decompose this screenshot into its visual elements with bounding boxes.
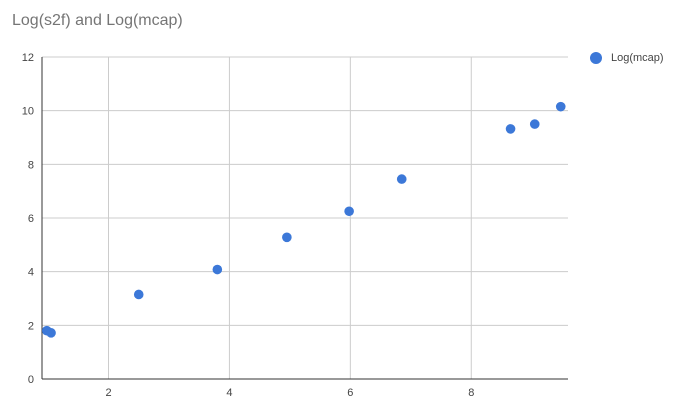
tick-labels: 0 2 4 6 8 10 12 2 4 6 8	[22, 52, 475, 399]
axis-lines	[41, 57, 568, 380]
grid-lines	[42, 56, 568, 379]
x-tick-label: 8	[468, 387, 474, 399]
y-tick-label: 10	[22, 106, 34, 118]
x-tick-label: 6	[347, 387, 353, 399]
data-point	[46, 328, 56, 338]
legend-label: Log(mcap)	[611, 52, 664, 64]
x-tick-label: 2	[105, 387, 111, 399]
data-point	[344, 206, 354, 217]
legend-marker	[590, 52, 602, 64]
data-point	[555, 101, 566, 112]
y-tick-label: 8	[28, 159, 34, 171]
data-point	[529, 119, 540, 129]
data-point	[212, 264, 223, 275]
chart-title: Log(s2f) and Log(mcap)	[12, 12, 183, 29]
x-tick-label: 4	[226, 387, 232, 399]
y-tick-label: 0	[28, 374, 34, 386]
y-tick-label: 2	[28, 320, 34, 332]
data-points	[42, 101, 566, 338]
data-point	[133, 289, 144, 300]
legend: Log(mcap)	[590, 52, 664, 64]
y-tick-label: 12	[22, 52, 34, 64]
y-tick-label: 6	[28, 213, 34, 225]
y-tick-label: 4	[28, 267, 34, 279]
data-point	[505, 124, 516, 134]
data-point	[282, 232, 292, 243]
data-point	[396, 174, 407, 184]
